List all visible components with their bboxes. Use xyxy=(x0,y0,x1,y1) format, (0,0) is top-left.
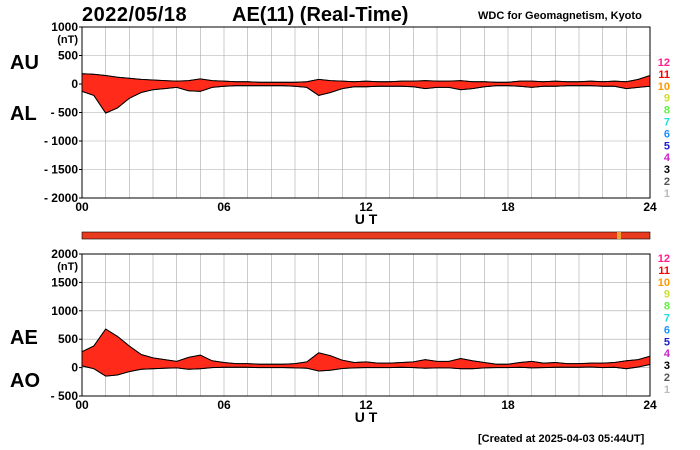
station-count-bar xyxy=(81,231,651,240)
chart-date: 2022/05/18 xyxy=(82,4,188,26)
station-scale-label: 2 xyxy=(664,176,670,188)
y-tick-label: - 1500 xyxy=(44,163,78,177)
station-scale-label: 6 xyxy=(664,324,670,336)
y-tick-label: - 2000 xyxy=(44,191,78,205)
station-scale-label: 10 xyxy=(658,277,670,289)
station-scale-label: 8 xyxy=(664,301,670,313)
x-axis-label: U T xyxy=(355,409,378,425)
y-tick-label: 0 xyxy=(71,361,78,375)
series-line-au xyxy=(81,73,651,83)
x-tick-label: 12 xyxy=(359,200,373,214)
y-tick-label: 1000 xyxy=(51,20,78,34)
station-scale-label: 9 xyxy=(664,289,670,301)
y-tick-label: 0 xyxy=(71,77,78,91)
x-tick-label: 24 xyxy=(643,398,657,412)
x-tick-label: 18 xyxy=(501,398,515,412)
series-line-ae xyxy=(81,328,651,365)
station-scale-label: 5 xyxy=(664,336,670,348)
plot-frame xyxy=(81,253,651,397)
station-scale-label: 12 xyxy=(658,57,670,69)
station-scale-label: 2 xyxy=(664,372,670,384)
x-axis-label: U T xyxy=(355,211,378,227)
ae-label: AE xyxy=(10,327,38,349)
y-tick-label: - 1000 xyxy=(44,134,78,148)
station-scale-label: 1 xyxy=(664,384,670,396)
x-tick-label: 06 xyxy=(217,200,231,214)
station-scale-label: 5 xyxy=(664,140,670,152)
x-tick-label: 06 xyxy=(217,398,231,412)
x-tick-label: 24 xyxy=(643,200,657,214)
data-source-label: WDC for Geomagnetism, Kyoto xyxy=(478,10,642,22)
station-scale-label: 6 xyxy=(664,128,670,140)
created-timestamp: [Created at 2025-04-03 05:44UT] xyxy=(478,433,645,445)
x-tick-label: 18 xyxy=(501,200,515,214)
series-line-ao xyxy=(81,364,651,377)
station-scale-label: 1 xyxy=(664,188,670,200)
x-tick-label: 00 xyxy=(75,398,89,412)
series-line-al xyxy=(81,85,651,114)
station-count-bar-mark xyxy=(617,232,621,239)
station-scale-label: 3 xyxy=(664,164,670,176)
station-scale-label: 9 xyxy=(664,93,670,105)
y-tick-label: 2000 xyxy=(51,247,78,261)
au-label: AU xyxy=(10,52,39,74)
al-label: AL xyxy=(10,103,37,125)
station-scale-label: 4 xyxy=(664,348,671,360)
y-axis-unit: (nT) xyxy=(57,261,78,273)
x-tick-label: 00 xyxy=(75,200,89,214)
ao-label: AO xyxy=(10,370,40,392)
chart-title: AE(11) (Real-Time) xyxy=(232,4,409,26)
station-scale-label: 4 xyxy=(664,152,671,164)
station-scale-label: 7 xyxy=(664,117,670,129)
station-scale-label: 7 xyxy=(664,313,670,325)
station-scale-label: 8 xyxy=(664,105,670,117)
y-tick-label: - 500 xyxy=(51,389,79,403)
y-tick-label: 500 xyxy=(58,49,78,63)
y-axis-unit: (nT) xyxy=(57,34,78,46)
station-scale-label: 11 xyxy=(658,265,670,277)
station-scale-label: 3 xyxy=(664,360,670,372)
x-tick-label: 12 xyxy=(359,398,373,412)
y-tick-label: 500 xyxy=(58,332,78,346)
y-tick-label: - 500 xyxy=(51,106,79,120)
y-tick-label: 1000 xyxy=(51,304,78,318)
station-scale-label: 10 xyxy=(658,81,670,93)
station-scale-label: 11 xyxy=(658,69,670,81)
station-scale-label: 12 xyxy=(658,253,670,265)
y-tick-label: 1500 xyxy=(51,275,78,289)
